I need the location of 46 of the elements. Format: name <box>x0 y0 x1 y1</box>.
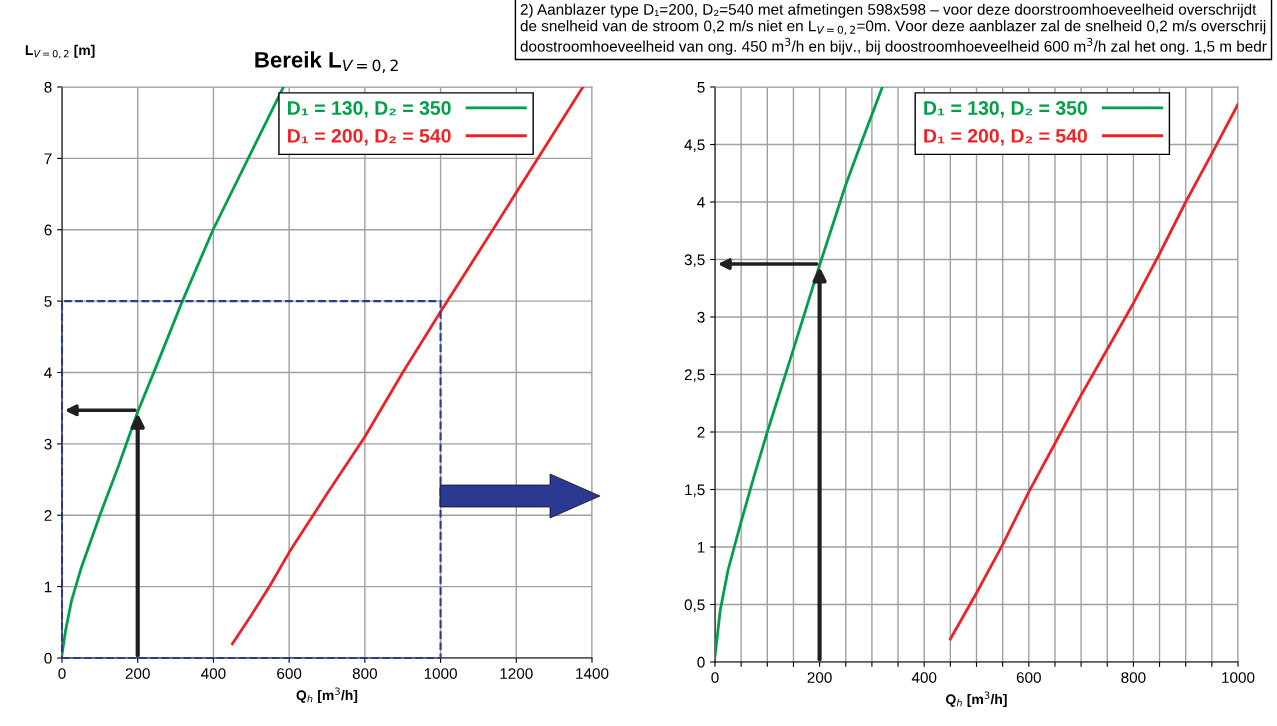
legend-label: D₁ = 130, D₂ = 350 <box>924 101 1087 118</box>
y-tick-label: 3 <box>44 438 52 450</box>
y-tick-label: 1,5 <box>685 484 705 497</box>
y-tick-label: 5 <box>697 82 705 93</box>
y-tick-label: 8 <box>44 81 52 93</box>
y-tick-label: 7 <box>44 153 52 164</box>
y-tick-label: 2 <box>44 510 52 521</box>
y-tick-label: 2,5 <box>684 369 705 382</box>
text: 2) Aanblazer type D₁=200, D₂=540 met afmetingen 598x598 – voor deze doorstroomhoeveelheid overschrijdt de snelheid van de stroom 0,2 m/s niet en L$_{V=0,2}$=0m. Voor deze aanblazer zal de snelheid 0,2 m/s overschrij doostroomhoeveelheid van ong. 450 m$^{3}$/h en bijv., bij doostroomhoeveelheid 600 m$^{3}$/h zal het ong. 1,5 m bedr <box>520 3 1267 55</box>
y-tick-label: 0,5 <box>684 599 705 612</box>
legend-label: D₁ = 200, D₂ = 540 <box>288 128 451 146</box>
y-tick-label: 4,5 <box>684 139 705 152</box>
x-tick-label: 800 <box>1121 672 1146 683</box>
x-tick-label: 1200 <box>500 668 533 679</box>
x-tick-label: 600 <box>1016 672 1041 683</box>
x-tick-label: 0 <box>711 672 719 683</box>
x-tick-label: 600 <box>277 668 302 679</box>
y-tick-label: 3,5 <box>684 254 705 267</box>
y-tick-label: 4 <box>44 367 52 379</box>
y-tick-label: 2 <box>697 426 705 438</box>
line-series <box>230 87 585 646</box>
x-tick-label: 200 <box>125 668 150 679</box>
y-tick-label: 4 <box>697 197 705 208</box>
x-tick-label: 0 <box>58 668 66 679</box>
legend-label: D₁ = 130, D₂ = 350 <box>288 101 451 118</box>
y-axis-title: L$_{V=0,2}$ [m] <box>25 44 95 59</box>
y-tick-label: 6 <box>44 224 52 236</box>
x-tick-label: 400 <box>911 672 937 683</box>
x-axis-title: Q$_{h}$ [m$^{3}$/h] <box>946 691 1007 707</box>
x-tick-label: 200 <box>807 672 832 683</box>
x-axis-title: Q$_{h}$ [m$^{3}$/h] <box>296 687 358 703</box>
x-tick-label: 800 <box>352 668 378 679</box>
chart-title: Bereik L$_{V=0,2}$ <box>255 51 398 73</box>
y-tick-label: 1 <box>44 581 52 593</box>
y-tick-label: 5 <box>44 296 52 307</box>
y-tick-label: 0 <box>44 652 52 664</box>
y-tick-label: 0 <box>697 656 705 668</box>
legend-label: D₁ = 200, D₂ = 540 <box>924 128 1087 146</box>
x-tick-label: 1400 <box>576 668 609 679</box>
x-tick-label: 1000 <box>1222 672 1255 683</box>
line-series <box>948 102 1238 641</box>
x-tick-label: 400 <box>201 668 226 679</box>
y-tick-label: 3 <box>697 311 705 323</box>
y-tick-label: 1 <box>697 542 705 553</box>
line-series <box>715 87 884 658</box>
x-tick-label: 1000 <box>424 668 457 679</box>
